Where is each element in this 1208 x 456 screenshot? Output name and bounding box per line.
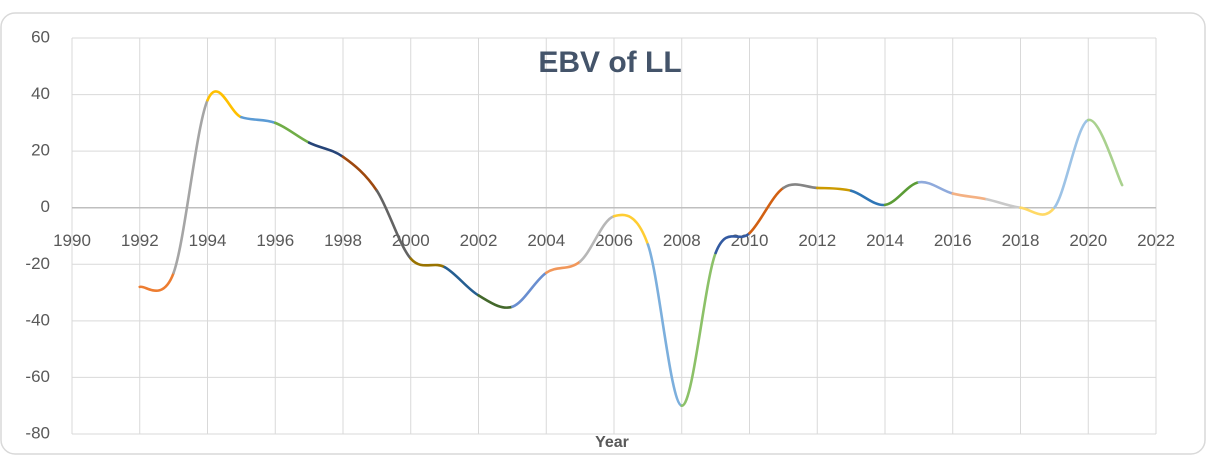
line-segment [917,180,955,195]
x-tick-label: 2014 [866,231,904,250]
y-tick-label: 40 [31,84,50,103]
line-segment [544,260,582,275]
line-segment [409,257,446,269]
y-tick-label: -40 [25,310,50,329]
grid: -80 -60 -40 -20 0 20 40 60 1990 1992 1994 1996 1998 2… [25,27,1174,442]
line-segment [612,213,650,246]
x-tick-label: 2020 [1069,231,1107,250]
line-segment [511,271,548,309]
x-tick-label: 1998 [324,231,362,250]
y-tick-label: 60 [31,27,50,46]
line-segment [714,231,751,255]
line-segment [273,121,311,144]
line-segment [951,192,988,201]
line-segment [477,294,514,309]
line-segment [138,271,175,292]
chart-frame [0,12,1206,455]
x-tick-label: 2012 [798,231,836,250]
line-segment [307,141,345,159]
line-segment [172,98,209,275]
line-segment [240,115,277,125]
x-tick-label: 2016 [934,231,972,250]
line-segment [1019,206,1056,216]
x-axis-label: Year [595,434,629,451]
line-segment [1053,118,1090,210]
x-tick-label: 1990 [53,231,91,250]
chart-title: EBV of LL [538,46,681,79]
line-segment [815,186,853,193]
x-tick-label: 1992 [121,231,159,250]
x-tick-label: 2022 [1137,231,1175,250]
line-segment [443,265,480,297]
x-tick-label: 2006 [595,231,633,250]
line-segment [1086,118,1124,187]
y-tick-label: 0 [41,197,50,216]
y-tick-label: -20 [25,254,50,273]
y-tick-label: 20 [31,141,50,160]
y-tick-label: -80 [25,423,50,442]
line-segment [782,183,819,190]
x-tick-label: 2008 [663,231,701,250]
line-segment [375,189,413,260]
x-tick-label: 2002 [460,231,498,250]
line-segment [341,155,379,193]
line-segment [680,251,717,408]
line-segment [578,214,616,263]
y-tick-label: -60 [25,367,50,386]
line-segment [748,186,785,235]
line-segment [883,180,921,207]
line-segment [985,197,1022,210]
x-tick-label: 1996 [256,231,294,250]
line-segment [849,189,887,207]
x-tick-label: 2018 [1002,231,1040,250]
line-segment [206,90,243,119]
x-tick-label: 2004 [527,231,565,250]
plot [138,90,1124,408]
x-tick-label: 1994 [189,231,227,250]
line-segment [646,243,684,408]
